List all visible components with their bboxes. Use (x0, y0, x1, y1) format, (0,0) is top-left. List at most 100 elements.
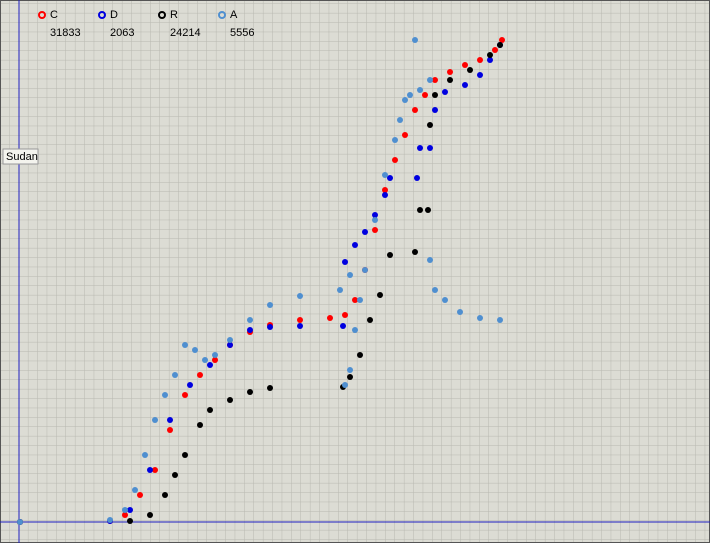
point (417, 87, 423, 93)
point (147, 512, 153, 518)
point (467, 67, 473, 73)
legend-marker (38, 11, 46, 19)
legend-count: 24214 (170, 27, 201, 39)
legend-marker (218, 11, 226, 19)
point (172, 372, 178, 378)
point (122, 512, 128, 518)
point (477, 57, 483, 63)
label-box (2, 148, 39, 165)
point (147, 467, 153, 473)
point (212, 357, 218, 363)
point (497, 317, 503, 323)
point (167, 427, 173, 433)
point (382, 192, 388, 198)
point (207, 407, 213, 413)
point (397, 117, 403, 123)
point (347, 367, 353, 373)
point (247, 389, 253, 395)
point (427, 145, 433, 151)
point (197, 422, 203, 428)
legend-count: 2063 (110, 27, 134, 39)
point (414, 175, 420, 181)
point (327, 315, 333, 321)
point (267, 324, 273, 330)
point (432, 92, 438, 98)
point (447, 69, 453, 75)
point (382, 187, 388, 193)
point (402, 97, 408, 103)
point (362, 267, 368, 273)
point (357, 352, 363, 358)
point (197, 372, 203, 378)
point (402, 132, 408, 138)
point (342, 259, 348, 265)
point (267, 385, 273, 391)
point (347, 374, 353, 380)
point (427, 122, 433, 128)
point (407, 92, 413, 98)
point (342, 382, 348, 388)
legend-marker (98, 11, 106, 19)
point (267, 302, 273, 308)
point (412, 249, 418, 255)
point (167, 417, 173, 423)
legend-name: C (50, 9, 58, 21)
point (142, 452, 148, 458)
point (457, 309, 463, 315)
point (462, 62, 468, 68)
point (182, 452, 188, 458)
point (417, 145, 423, 151)
point (477, 72, 483, 78)
point (447, 77, 453, 83)
point (247, 317, 253, 323)
point (387, 252, 393, 258)
legend-count: 31833 (50, 27, 81, 39)
point (357, 297, 363, 303)
point (122, 507, 128, 513)
point (162, 392, 168, 398)
legend-name: R (170, 9, 178, 21)
point (372, 227, 378, 233)
point (377, 292, 383, 298)
point (342, 312, 348, 318)
point (487, 52, 493, 58)
point (152, 417, 158, 423)
point (340, 323, 346, 329)
point (202, 357, 208, 363)
point (362, 229, 368, 235)
point (387, 175, 393, 181)
point (172, 472, 178, 478)
point (412, 37, 418, 43)
point (499, 37, 505, 43)
point (227, 342, 233, 348)
point (337, 287, 343, 293)
point (297, 317, 303, 323)
point (227, 337, 233, 343)
point (442, 297, 448, 303)
point (192, 347, 198, 353)
point (477, 315, 483, 321)
point (487, 57, 493, 63)
point (182, 342, 188, 348)
legend-name: D (110, 9, 118, 21)
point (227, 397, 233, 403)
legend-count: 5556 (230, 27, 254, 39)
point (207, 362, 213, 368)
point (442, 89, 448, 95)
point (297, 293, 303, 299)
point (417, 207, 423, 213)
point (392, 137, 398, 143)
point (187, 382, 193, 388)
point (367, 317, 373, 323)
point (182, 392, 188, 398)
point (372, 212, 378, 218)
point (422, 92, 428, 98)
point (432, 107, 438, 113)
point (152, 467, 158, 473)
point (247, 327, 253, 333)
point (425, 207, 431, 213)
point (392, 157, 398, 163)
point (492, 47, 498, 53)
